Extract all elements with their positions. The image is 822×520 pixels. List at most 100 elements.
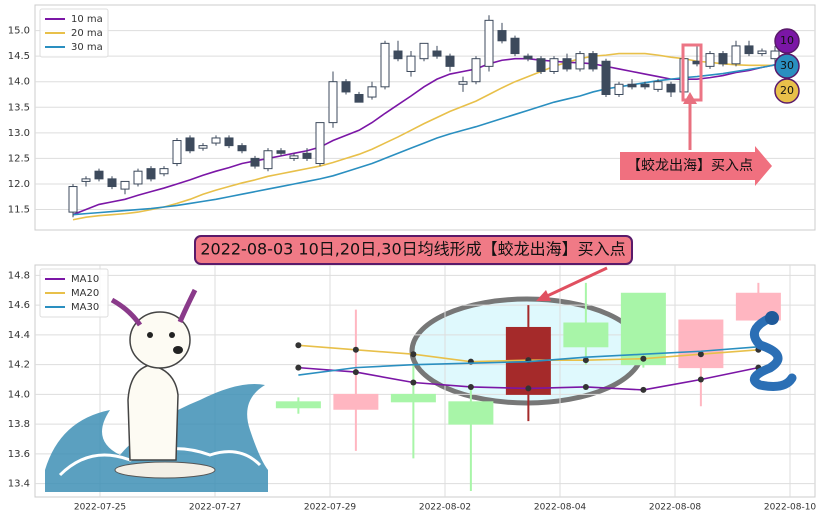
dog-eye (147, 332, 153, 338)
ma-line (72, 52, 775, 221)
badge (774, 53, 800, 79)
arrow (544, 266, 608, 299)
candle-body (94, 170, 104, 180)
ma-marker (525, 385, 532, 392)
y-tick-label: 13.6 (8, 449, 30, 460)
plot-frame (34, 4, 816, 231)
x-tick-label: 2022-08-02 (419, 503, 471, 513)
candle-body (510, 37, 520, 55)
candle-body (81, 178, 91, 182)
candle-body (133, 170, 143, 185)
candle-body (735, 292, 781, 321)
candle-body (770, 50, 780, 60)
y-tick-label: 12.0 (8, 179, 30, 190)
candle-body (419, 42, 429, 60)
y-tick-label: 14.8 (8, 270, 30, 281)
candle-body (614, 83, 624, 95)
y-tick-label: 12.5 (8, 153, 30, 164)
candle-body (211, 137, 221, 144)
y-tick-label: 13.8 (8, 419, 30, 430)
candle-body (159, 168, 169, 175)
candle-body (575, 53, 585, 70)
candle-body (497, 30, 507, 42)
ma-marker (467, 383, 474, 390)
candle-body (250, 157, 260, 167)
candle-body (406, 55, 416, 72)
badge (774, 78, 800, 104)
candle-body (341, 81, 351, 93)
badge-label: 10 (780, 34, 794, 47)
ma-marker (640, 386, 647, 393)
y-tick-label: 13.5 (8, 102, 30, 113)
badge-label: 30 (780, 59, 794, 72)
candle-body (549, 58, 559, 72)
y-tick-label: 14.2 (8, 360, 30, 371)
badge-label: 20 (780, 84, 794, 97)
y-tick-label: 13.0 (8, 128, 30, 139)
candle-body (315, 122, 325, 165)
ma-marker (697, 351, 704, 358)
y-tick-label: 14.0 (8, 77, 30, 88)
annotation-arrow (620, 146, 772, 186)
candle-body (666, 83, 676, 93)
dog-eye (169, 332, 175, 338)
candle-body (588, 53, 598, 70)
candle-body (198, 145, 208, 149)
badge (774, 28, 800, 54)
ma-marker (410, 379, 417, 386)
candle-body (744, 45, 754, 55)
ma-marker (697, 376, 704, 383)
candle-body (275, 401, 321, 409)
y-tick-label: 11.5 (8, 205, 30, 216)
candle-body (354, 93, 364, 103)
candle-body (458, 81, 468, 85)
y-tick-label: 15.0 (8, 26, 30, 37)
candle-body (380, 42, 390, 88)
candle-body (563, 322, 609, 348)
candle-body (263, 150, 273, 170)
top-chart: 11.5 12.0 12.5 13.0 13.5 14.0 14.5 15.0 10 ma 20 … (8, 4, 816, 231)
ma-marker (295, 364, 302, 371)
ma-marker (352, 369, 359, 376)
candle-body (718, 53, 728, 65)
candle-body (536, 58, 546, 72)
candle-body (390, 393, 436, 403)
candle-body (172, 140, 182, 165)
dragon-head (765, 311, 779, 325)
ma-marker (582, 383, 589, 390)
candle-body (448, 401, 494, 425)
legend-label: 30 ma (71, 42, 103, 53)
candle-body (333, 393, 379, 410)
candle-body (146, 168, 156, 180)
ma-marker (640, 355, 647, 362)
x-tick-label: 2022-08-04 (534, 503, 587, 513)
candle-body (237, 145, 247, 152)
candle-body (432, 50, 442, 57)
ma-line (298, 345, 759, 376)
dog-nose (173, 346, 183, 354)
candle-body (601, 60, 611, 95)
surfboard (114, 461, 216, 479)
annotations: 【蛟龙出海】买入点 2022-08-03 10日,20日,30日均线形成【蛟龙出… (194, 43, 772, 301)
dog-head (129, 311, 191, 369)
y-tick-label: 14.5 (8, 51, 30, 62)
x-tick-label: 2022-07-29 (304, 503, 357, 513)
dog-horns (110, 288, 198, 327)
x-tick-label: 2022-08-08 (649, 503, 702, 513)
annotation-text: 【蛟龙出海】买入点 (627, 158, 753, 174)
candle-body (328, 81, 338, 124)
candle-body (757, 50, 767, 55)
ma-marker (582, 357, 589, 364)
y-tick-label: 14.6 (8, 300, 30, 311)
ma-marker (352, 346, 359, 353)
x-tick-label: 2022-07-25 (74, 503, 126, 513)
candle-body (678, 319, 724, 369)
dog-body (127, 364, 179, 461)
candle-body (640, 83, 650, 88)
legend-label: MA20 (71, 288, 99, 299)
candle-body (484, 19, 494, 67)
candle-body (289, 155, 299, 159)
legend-box (39, 268, 109, 318)
candle-body (705, 53, 715, 67)
